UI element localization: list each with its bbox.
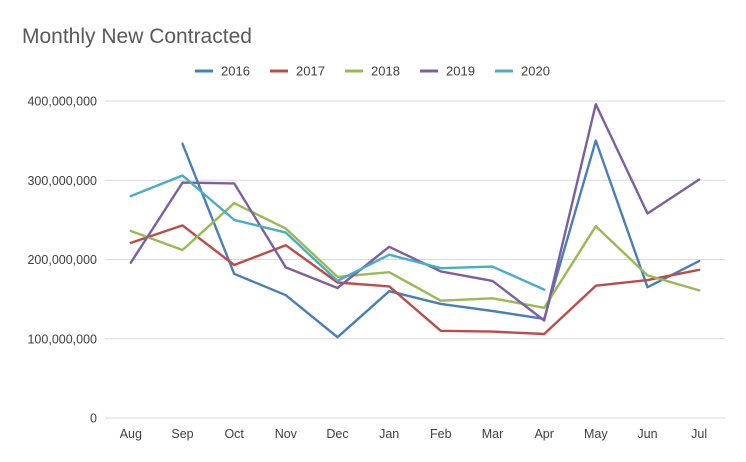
x-tick-label: Feb <box>430 427 452 441</box>
y-tick-label: 400,000,000 <box>27 95 97 109</box>
y-tick-label: 200,000,000 <box>27 253 97 267</box>
gridlines <box>105 100 725 419</box>
x-tick-label: Jan <box>379 427 399 441</box>
y-tick-label: 100,000,000 <box>27 332 97 346</box>
series-line-2020 <box>129 174 546 291</box>
y-tick-label: 300,000,000 <box>27 174 97 188</box>
x-tick-label: Jun <box>637 427 657 441</box>
x-tick-label: Nov <box>275 427 298 441</box>
series-group <box>129 103 701 339</box>
x-tick-label: Oct <box>224 427 244 441</box>
legend-label-2020: 2020 <box>521 64 550 79</box>
x-tick-label: Dec <box>326 427 348 441</box>
x-tick-label: Mar <box>482 427 504 441</box>
series-line-2017 <box>129 224 701 336</box>
x-tick-label: Apr <box>534 427 553 441</box>
y-tick-label: 0 <box>90 412 97 426</box>
legend-label-2018: 2018 <box>371 64 400 79</box>
legend: 2016 2017 2018 2019 2020 <box>195 64 550 79</box>
chart-title: Monthly New Contracted <box>22 25 252 48</box>
y-axis: 0 100,000,000 200,000,000 300,000,000 400,00… <box>27 95 97 426</box>
series-line-2016 <box>181 139 701 339</box>
x-axis: Aug Sep Oct Nov Dec Jan Feb Mar Apr May Jun Jul <box>120 427 707 441</box>
series-line-2018 <box>129 202 701 309</box>
x-tick-label: Aug <box>120 427 142 441</box>
x-tick-label: Jul <box>691 427 707 441</box>
x-tick-label: May <box>584 427 608 441</box>
x-tick-label: Sep <box>171 427 193 441</box>
series-line-2019 <box>129 103 701 322</box>
legend-label-2016: 2016 <box>221 64 250 79</box>
legend-label-2019: 2019 <box>446 64 475 79</box>
legend-label-2017: 2017 <box>296 64 325 79</box>
